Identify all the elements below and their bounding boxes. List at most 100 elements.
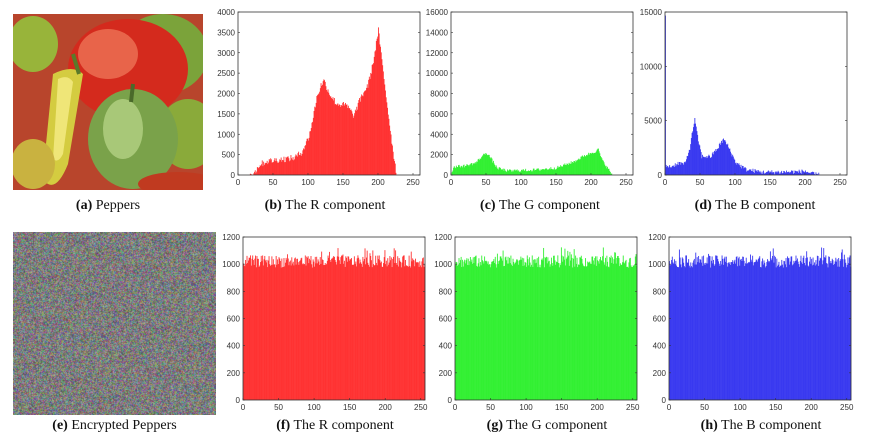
histogram-bar [261, 164, 262, 175]
y-tick-label: 800 [227, 287, 241, 296]
histogram-bar [270, 265, 272, 400]
histogram-bar [262, 265, 264, 400]
histogram-bar [564, 163, 566, 175]
histogram-bar [276, 264, 278, 400]
histogram-bar [721, 142, 723, 175]
histogram-bar [496, 253, 498, 400]
histogram-bar [720, 144, 722, 175]
histogram-bar [801, 169, 803, 175]
y-tick-label: 3500 [217, 28, 235, 37]
histogram-bar [550, 257, 552, 400]
y-tick-label: 1000 [222, 260, 240, 269]
histogram-bar [622, 255, 624, 400]
histogram-bar [502, 169, 503, 175]
histogram-bar [261, 261, 263, 400]
histogram-bar [750, 169, 752, 175]
histogram-bar [536, 262, 537, 400]
histogram-bar [583, 266, 585, 400]
histogram-bar [796, 171, 798, 175]
histogram-bar [612, 263, 614, 400]
histogram-bar [377, 36, 379, 175]
histogram-bar [334, 256, 335, 400]
histogram-bar [560, 265, 562, 400]
histogram-bar [338, 260, 340, 400]
histogram-bar [607, 261, 609, 400]
histogram-bar [693, 260, 695, 400]
histogram-bar [673, 259, 675, 400]
histogram-bar [692, 262, 694, 400]
histogram-bar [514, 169, 515, 175]
x-tick-label: 0 [449, 178, 454, 187]
histogram-bar [814, 262, 815, 400]
histogram-bar [395, 262, 397, 400]
histogram-bar [488, 264, 490, 400]
histogram-bar [550, 264, 552, 400]
histogram-bar [563, 259, 565, 400]
histogram-bar [315, 102, 317, 175]
histogram-bar [275, 158, 277, 175]
histogram-bar [815, 260, 817, 400]
histogram-bar [629, 257, 631, 400]
histogram-bar [498, 167, 500, 175]
histogram-bar [551, 168, 552, 175]
histogram-bar [341, 255, 343, 400]
histogram-bar [309, 260, 311, 400]
histogram-bar [272, 264, 274, 400]
histogram-bar [391, 143, 393, 175]
histogram-bar [410, 267, 411, 400]
histogram-bar [848, 257, 850, 400]
histogram-bar [269, 160, 271, 175]
histogram-bar [533, 259, 535, 400]
histogram-bar [512, 169, 514, 175]
histogram-bar [556, 262, 558, 400]
y-tick-label: 0 [658, 171, 663, 180]
histogram-bar [702, 156, 704, 175]
histogram-bar [457, 264, 459, 400]
histogram-bar [782, 264, 783, 400]
histogram-bar [591, 256, 593, 400]
histogram-bar [391, 267, 393, 400]
histogram-bar [255, 255, 256, 400]
histogram-bar [683, 161, 685, 175]
histogram-bar [845, 262, 847, 400]
histogram-bar [352, 117, 354, 175]
histogram-bar [809, 261, 810, 400]
histogram-bar [737, 258, 739, 400]
histogram-bar [351, 265, 353, 400]
histogram-bar [738, 256, 740, 400]
histogram-bar [309, 131, 311, 175]
histogram-bar [560, 166, 562, 175]
histogram-bar [600, 156, 601, 175]
histogram-bar [321, 85, 323, 175]
histogram-bar [513, 262, 515, 400]
histogram-bar [716, 149, 718, 175]
histogram-bar [362, 256, 364, 400]
histogram-bar [519, 259, 521, 400]
histogram-bar [742, 256, 744, 400]
histogram-bar [336, 104, 338, 175]
histogram-bar [620, 265, 622, 400]
histogram-bar [468, 166, 470, 175]
histogram-bar [498, 261, 500, 400]
histogram-bar [547, 169, 549, 175]
histogram-bar [574, 161, 576, 175]
histogram-bar [465, 260, 467, 400]
histogram-bar [455, 168, 457, 175]
histogram-bar [577, 267, 579, 400]
histogram-bar [263, 165, 265, 175]
histogram-bar [364, 91, 365, 175]
histogram-bar [275, 255, 277, 400]
histogram-bar [714, 150, 715, 175]
histogram-bar [497, 168, 499, 175]
histogram-bar [758, 172, 760, 175]
histogram-bar [370, 72, 372, 175]
histogram-bar [295, 154, 297, 175]
histogram-bar [320, 83, 322, 175]
histogram-bar [671, 256, 673, 400]
histogram-bar [247, 260, 249, 400]
histogram-bar [828, 256, 830, 400]
histogram-bar [685, 161, 687, 175]
histogram-bar [414, 266, 416, 400]
histogram-bar [361, 266, 363, 400]
